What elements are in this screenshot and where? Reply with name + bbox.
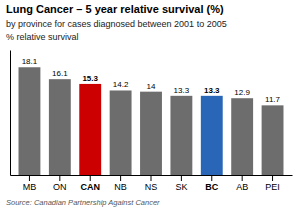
data-label: 12.9 — [234, 88, 250, 97]
x-tick-mark — [59, 175, 60, 181]
data-label: 15.3 — [82, 74, 98, 83]
bar — [231, 98, 253, 175]
x-tick-label: AB — [236, 182, 248, 192]
bar — [19, 67, 41, 175]
y-axis — [10, 51, 11, 176]
bar — [201, 96, 223, 175]
x-tick: SK — [175, 175, 187, 192]
x-tick-mark — [242, 175, 243, 181]
x-tick-label: NS — [145, 182, 158, 192]
x-tick-mark — [90, 175, 91, 181]
bar — [49, 79, 71, 175]
x-tick-label: NB — [114, 182, 127, 192]
x-tick-label: BC — [205, 182, 218, 192]
bars — [19, 67, 284, 175]
y-axis-title: % relative survival — [6, 32, 79, 42]
x-tick-mark — [151, 175, 152, 181]
x-tick: MB — [23, 175, 37, 192]
bar — [262, 105, 284, 175]
x-tick-mark — [120, 175, 121, 181]
x-tick: NB — [114, 175, 127, 192]
x-tick-label: PEI — [265, 182, 280, 192]
x-tick: BC — [205, 175, 218, 192]
x-tick: NS — [145, 175, 158, 192]
x-tick-mark — [211, 175, 212, 181]
x-tick-label: MB — [23, 182, 37, 192]
data-label: 13.3 — [204, 86, 220, 95]
plot-area: 18.1 16.1 15.3 14.2 14 13.3 13.3 12.9 11.7 MB ON CA… — [11, 51, 293, 193]
x-tick-mark — [181, 175, 182, 181]
data-label: 14.2 — [113, 80, 129, 89]
x-tick: AB — [236, 175, 248, 192]
y-axis-line — [10, 51, 11, 176]
x-tick-label: CAN — [80, 182, 100, 192]
x-tick: CAN — [80, 175, 100, 192]
data-labels: 18.1 16.1 15.3 14.2 14 13.3 13.3 12.9 11.7 — [22, 57, 281, 104]
title: Lung Cancer – 5 year relative survival (… — [6, 3, 224, 15]
data-label: 18.1 — [22, 57, 38, 66]
x-tick-label: SK — [175, 182, 187, 192]
x-tick-label: ON — [53, 182, 67, 192]
data-label: 11.7 — [265, 95, 281, 104]
x-tick-mark — [29, 175, 30, 181]
bar — [140, 92, 162, 175]
bar — [170, 96, 192, 175]
data-label: 13.3 — [174, 86, 190, 95]
bar — [110, 90, 132, 175]
data-label: 16.1 — [52, 69, 68, 78]
subtitle: by province for cases diagnosed between … — [6, 19, 227, 29]
source: Source: Canadian Partnership Against Can… — [6, 198, 160, 207]
x-tick: PEI — [265, 175, 280, 192]
bar — [79, 84, 101, 175]
x-axis: MB ON CAN NB NS SK BC AB PEI — [11, 175, 293, 192]
x-tick: ON — [53, 175, 67, 192]
x-tick-mark — [272, 175, 273, 181]
chart: Lung Cancer – 5 year relative survival (… — [0, 0, 300, 209]
data-label: 14 — [147, 82, 156, 91]
